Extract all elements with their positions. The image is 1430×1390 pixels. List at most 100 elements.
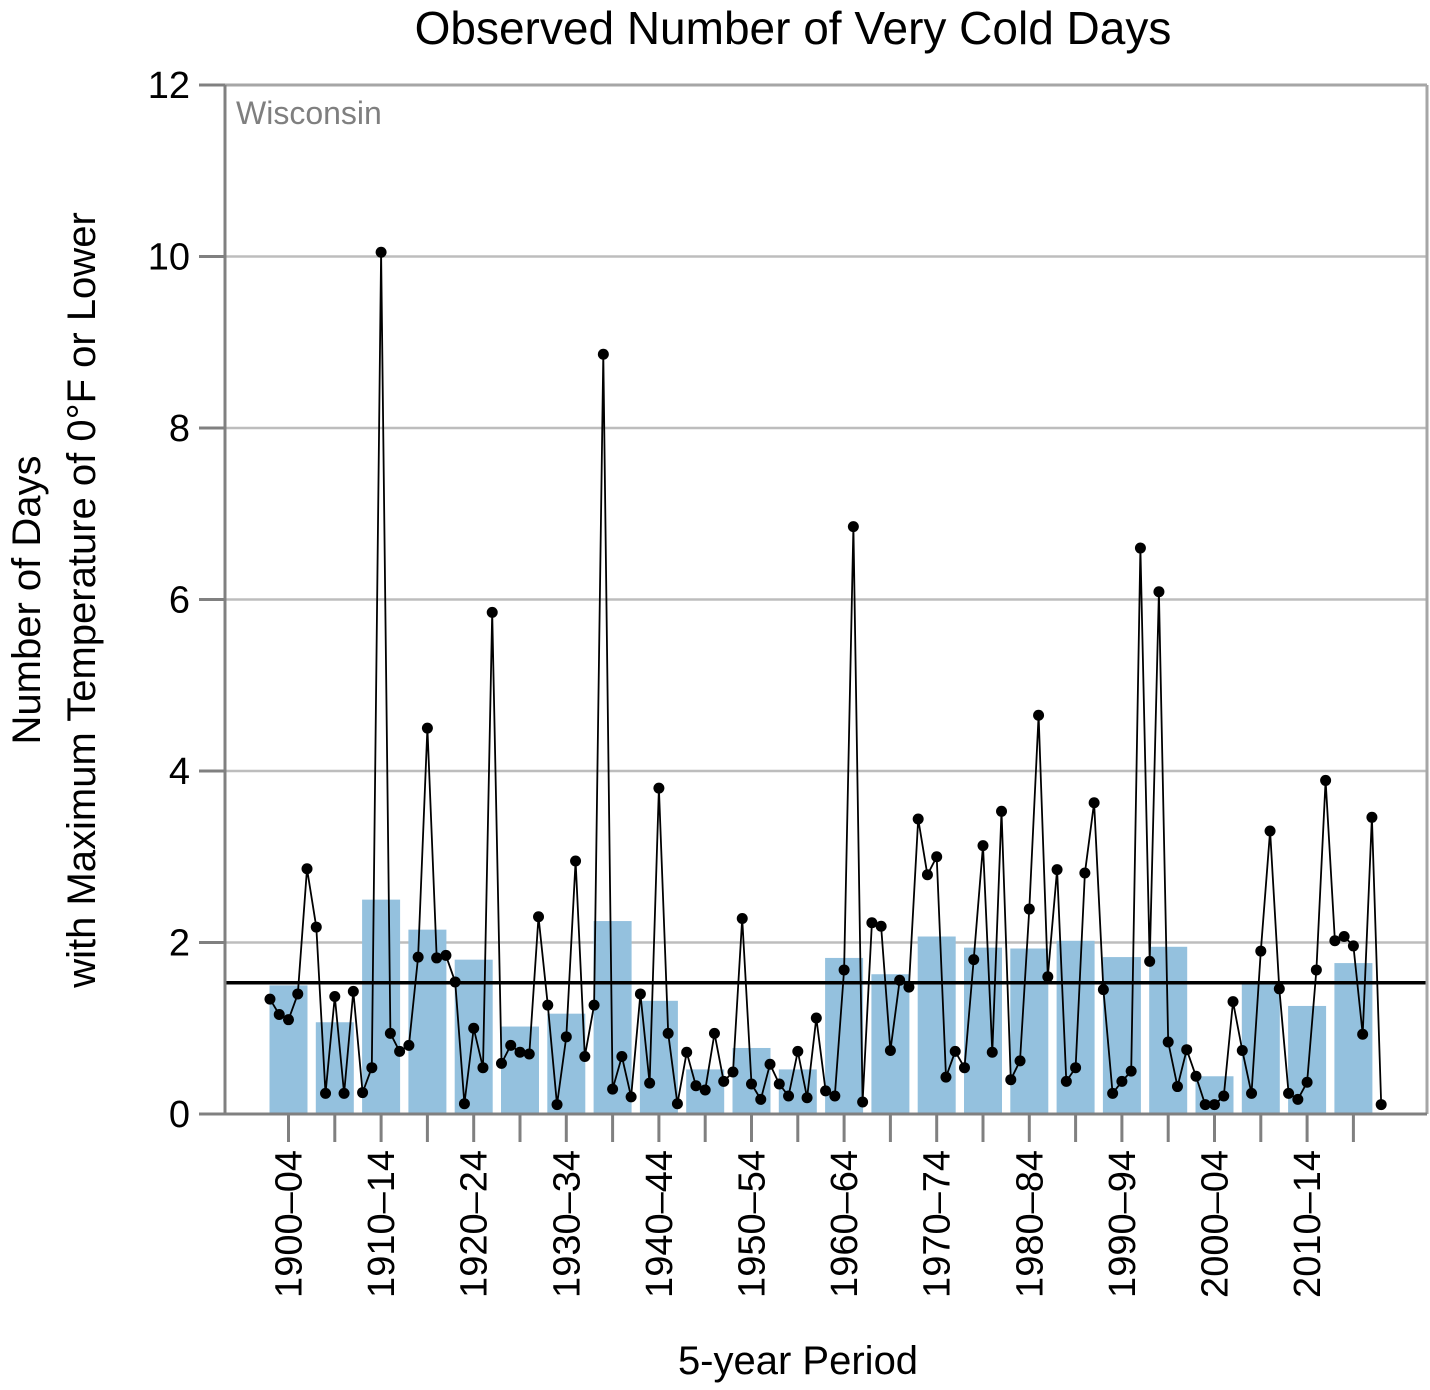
annual-point bbox=[820, 1085, 832, 1097]
annual-point bbox=[1347, 940, 1359, 952]
annual-point bbox=[1134, 542, 1146, 554]
annual-point bbox=[421, 722, 433, 734]
annual-point bbox=[505, 1039, 517, 1051]
y-axis-label-line-1: Number of Days bbox=[5, 456, 49, 745]
annual-point bbox=[1190, 1070, 1202, 1082]
x-tick-label: 1970–74 bbox=[917, 1150, 959, 1298]
annual-point bbox=[523, 1048, 535, 1060]
annual-point bbox=[801, 1092, 813, 1104]
annual-point bbox=[1079, 867, 1091, 879]
annual-point bbox=[884, 1045, 896, 1057]
annual-point bbox=[1236, 1045, 1248, 1057]
annual-point bbox=[1051, 864, 1063, 876]
x-tick-label: 1920–24 bbox=[454, 1150, 496, 1298]
annual-point bbox=[681, 1046, 693, 1058]
gridlines bbox=[225, 255, 1427, 944]
bar bbox=[1334, 963, 1373, 1114]
annual-point bbox=[477, 1062, 489, 1074]
annual-point bbox=[736, 912, 748, 924]
annual-point bbox=[1116, 1075, 1128, 1087]
annual-point bbox=[921, 869, 933, 881]
annual-point bbox=[699, 1084, 711, 1096]
annual-point bbox=[875, 920, 887, 932]
region-label: Wisconsin bbox=[236, 95, 382, 131]
annual-point bbox=[264, 993, 276, 1005]
x-tick-label: 1930–34 bbox=[546, 1150, 588, 1298]
annual-point bbox=[1171, 1081, 1183, 1093]
annual-point bbox=[458, 1098, 470, 1110]
annual-point bbox=[1144, 955, 1156, 967]
annual-point bbox=[301, 863, 313, 875]
annual-point bbox=[570, 855, 582, 867]
annual-point bbox=[866, 917, 878, 929]
x-tick-label: 1960–64 bbox=[824, 1150, 866, 1298]
annual-point bbox=[1042, 971, 1054, 983]
annual-point bbox=[912, 813, 924, 825]
annual-point bbox=[1097, 984, 1109, 996]
x-tick-label: 1950–54 bbox=[732, 1150, 774, 1298]
annual-point bbox=[533, 911, 545, 923]
annual-point bbox=[449, 976, 461, 988]
annual-point bbox=[560, 1031, 572, 1043]
annual-series bbox=[264, 246, 1387, 1111]
annual-point bbox=[1273, 983, 1285, 995]
annual-point bbox=[1181, 1044, 1193, 1056]
y-tick-label: 0 bbox=[169, 1094, 190, 1136]
annual-point bbox=[1310, 964, 1322, 976]
annual-point bbox=[764, 1058, 776, 1070]
annual-point bbox=[486, 606, 498, 618]
annual-point bbox=[949, 1045, 961, 1057]
annual-point bbox=[1246, 1087, 1258, 1099]
annual-point bbox=[357, 1087, 369, 1099]
annual-point bbox=[662, 1027, 674, 1039]
x-tick-label: 1990–94 bbox=[1102, 1150, 1144, 1298]
annual-point bbox=[394, 1045, 406, 1057]
bar bbox=[964, 947, 1002, 1114]
annual-point bbox=[986, 1046, 998, 1058]
y-axis-label: Number of Days with Maximum Temperature … bbox=[5, 212, 104, 989]
annual-point bbox=[440, 949, 452, 961]
annual-point bbox=[273, 1009, 285, 1021]
annual-point bbox=[366, 1062, 378, 1074]
bar bbox=[269, 985, 308, 1114]
annual-point bbox=[329, 991, 341, 1003]
annual-point bbox=[1107, 1087, 1119, 1099]
annual-point bbox=[903, 981, 915, 993]
x-tick-label: 1980–84 bbox=[1009, 1150, 1051, 1298]
annual-point bbox=[1125, 1065, 1137, 1077]
annual-point bbox=[1070, 1062, 1082, 1074]
annual-point bbox=[968, 954, 980, 966]
annual-point bbox=[958, 1062, 970, 1074]
annual-point bbox=[384, 1027, 396, 1039]
annual-point bbox=[718, 1075, 730, 1087]
annual-point bbox=[1320, 774, 1332, 786]
bar bbox=[362, 899, 401, 1114]
annual-point bbox=[338, 1087, 350, 1099]
annual-point bbox=[847, 521, 859, 533]
y-tick-label: 2 bbox=[169, 923, 190, 965]
annual-point bbox=[431, 952, 443, 964]
y-axis-label-line-2: with Maximum Temperature of 0°F or Lower bbox=[60, 212, 104, 989]
annual-point bbox=[283, 1014, 294, 1026]
annual-point bbox=[1014, 1055, 1026, 1067]
annual-point bbox=[634, 988, 646, 1000]
annual-point bbox=[671, 1098, 683, 1110]
annual-point bbox=[1060, 1075, 1072, 1087]
annual-point bbox=[310, 921, 322, 933]
y-tick-label: 8 bbox=[169, 408, 190, 450]
x-tick-label: 2000–04 bbox=[1195, 1150, 1237, 1298]
annual-point bbox=[1088, 797, 1100, 809]
annual-point bbox=[810, 1012, 822, 1024]
y-tick-label: 12 bbox=[148, 65, 190, 107]
annual-point bbox=[514, 1046, 526, 1058]
annual-point bbox=[1255, 945, 1267, 957]
annual-point bbox=[1227, 996, 1239, 1008]
annual-point bbox=[1301, 1076, 1313, 1088]
bar bbox=[1056, 940, 1095, 1114]
y-tick-label: 10 bbox=[148, 237, 190, 279]
annual-point bbox=[588, 999, 600, 1011]
y-axis-ticks: 0 2 4 6 8 10 12 bbox=[148, 65, 225, 1136]
annual-point bbox=[1199, 1099, 1211, 1111]
annual-point bbox=[597, 348, 609, 360]
annual-point bbox=[403, 1039, 415, 1051]
